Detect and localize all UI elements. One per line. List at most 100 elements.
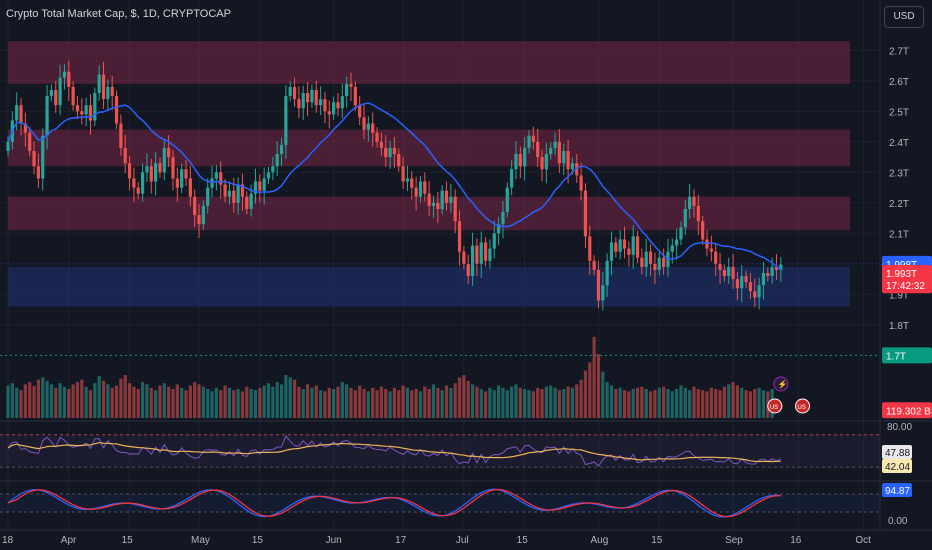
candle <box>701 221 705 240</box>
volume-bar <box>279 384 284 418</box>
volume-bar <box>462 375 466 418</box>
volume-bar <box>232 390 236 418</box>
volume-bar <box>384 389 388 418</box>
candle <box>319 99 323 106</box>
volume-bar <box>54 387 58 418</box>
volume-bar <box>492 390 496 418</box>
candle <box>54 89 58 106</box>
candle <box>731 266 735 280</box>
volume-bar <box>336 386 340 418</box>
stoch-d-line <box>7 488 781 518</box>
volume-bar <box>410 390 414 418</box>
candle <box>475 245 479 264</box>
volume-bar <box>132 386 136 418</box>
candle <box>675 239 679 246</box>
currency-button[interactable]: USD <box>884 6 924 28</box>
volume-bar <box>436 387 440 418</box>
price-tag <box>882 402 932 419</box>
volume-bar <box>701 390 705 418</box>
volume-bar <box>366 391 370 418</box>
candle <box>523 147 527 167</box>
candle <box>661 257 666 267</box>
volume-bar <box>740 387 744 418</box>
candle <box>640 257 644 267</box>
volume-bar <box>258 387 262 418</box>
volume-bar <box>566 386 570 418</box>
candle <box>75 105 80 112</box>
volume-bar <box>622 390 627 418</box>
candle <box>779 264 783 270</box>
volume-bar <box>427 389 431 418</box>
volume-bar <box>75 382 80 418</box>
volume-bar <box>644 389 648 418</box>
candle <box>140 172 145 194</box>
candle <box>605 260 609 286</box>
candle <box>483 242 488 261</box>
candle <box>49 89 54 97</box>
candle <box>457 221 462 252</box>
candle <box>32 150 36 167</box>
candle <box>553 141 557 148</box>
volume-bar <box>106 384 110 418</box>
volume-bar <box>358 385 362 418</box>
candle <box>557 141 561 164</box>
candle <box>132 178 136 188</box>
candle <box>275 154 279 167</box>
volume-bar <box>145 384 149 418</box>
volume-bar <box>101 380 106 418</box>
candle <box>722 269 726 277</box>
volume-bar <box>80 379 84 418</box>
candle <box>414 187 418 197</box>
candle <box>470 245 475 277</box>
us-flag-icon <box>767 398 783 414</box>
time-axis: 18 Apr 15 May 15 Jun 17 Jul 15 Aug 15 Sep 16 Oct <box>2 535 871 546</box>
volume-bar <box>314 385 318 418</box>
candle <box>683 208 687 228</box>
candle <box>614 242 618 252</box>
candle <box>492 233 496 249</box>
candle <box>58 77 62 106</box>
volume-bar <box>162 383 166 418</box>
candle <box>627 248 631 255</box>
volume-bar <box>683 387 687 418</box>
volume-bar <box>62 386 67 418</box>
candles <box>6 60 783 311</box>
candle <box>236 184 240 203</box>
volume-bar <box>93 383 97 418</box>
candle <box>336 102 340 109</box>
candle <box>323 99 327 112</box>
volume-bar <box>275 382 279 418</box>
time-tick-label: 15 <box>252 535 264 546</box>
volume-bar <box>219 390 223 418</box>
candle <box>197 215 201 225</box>
price-tag <box>882 277 932 294</box>
volume-bar <box>575 384 579 418</box>
price-tick-label: 2.4T <box>889 138 909 149</box>
volume-bar <box>114 385 119 418</box>
candle <box>427 193 431 206</box>
candle <box>136 187 140 194</box>
candle <box>119 123 123 148</box>
candle <box>110 86 114 97</box>
candle <box>592 260 596 270</box>
candle <box>518 154 522 167</box>
volume-bar <box>505 390 509 418</box>
volume-bar <box>449 387 453 418</box>
candle <box>67 71 71 87</box>
volume-bar <box>648 391 653 418</box>
candle <box>6 141 10 151</box>
volume-bar <box>388 391 392 418</box>
volume-bar <box>262 385 266 418</box>
volume-bar <box>544 386 548 418</box>
volume-bar <box>88 390 93 418</box>
supply-zone <box>8 41 850 84</box>
candle <box>514 154 518 170</box>
volume-bar <box>58 383 62 418</box>
volume-bar <box>596 354 601 418</box>
candle <box>466 263 470 277</box>
us-flag-icon-glyph: US <box>770 405 778 411</box>
volume-bar <box>457 377 462 418</box>
rsi-tag <box>882 459 912 473</box>
candle <box>219 172 223 185</box>
